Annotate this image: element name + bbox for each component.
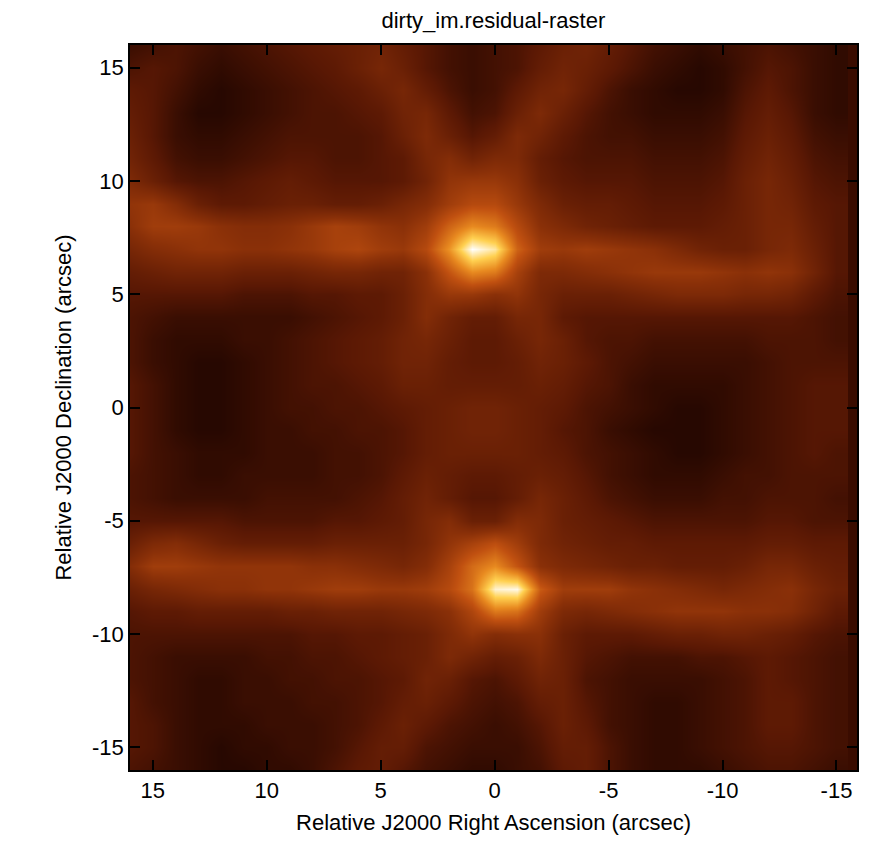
svg-text:15: 15 [99,55,123,80]
svg-text:-10: -10 [707,778,739,803]
svg-text:10: 10 [254,778,278,803]
svg-text:-15: -15 [821,778,853,803]
svg-text:-15: -15 [92,735,124,760]
svg-text:5: 5 [112,282,124,307]
svg-text:-5: -5 [599,778,619,803]
svg-text:Relative J2000 Right Ascension: Relative J2000 Right Ascension (arcsec) [296,810,691,835]
svg-text:Relative J2000 Declination (ar: Relative J2000 Declination (arcsec) [51,234,76,580]
svg-text:0: 0 [112,395,124,420]
svg-text:5: 5 [375,778,387,803]
svg-text:15: 15 [141,778,165,803]
svg-text:10: 10 [99,169,123,194]
svg-text:dirty_im.residual-raster: dirty_im.residual-raster [381,8,605,33]
svg-text:-5: -5 [104,508,124,533]
svg-text:0: 0 [489,778,501,803]
svg-text:-10: -10 [92,622,124,647]
